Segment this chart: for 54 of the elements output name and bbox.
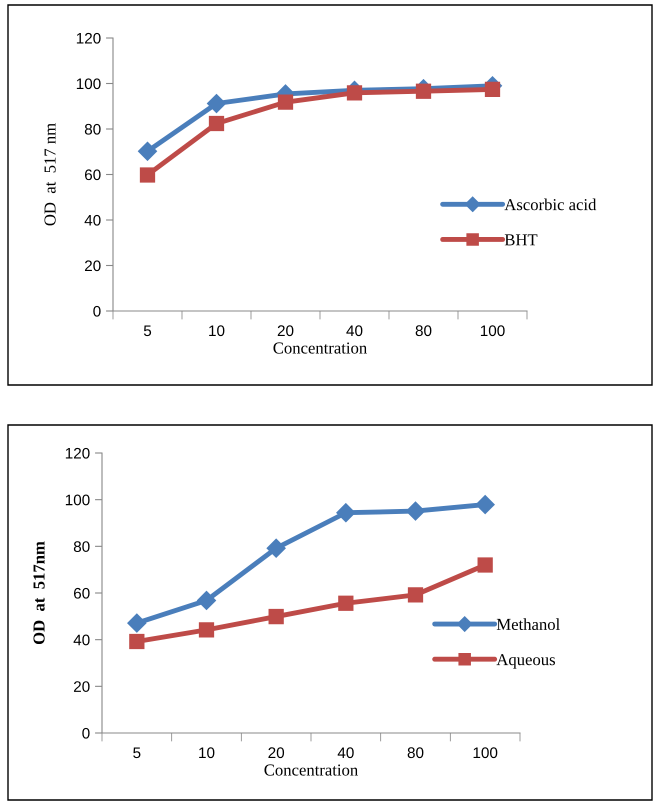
point [198,622,214,638]
y-axis-title: OD at 517 nm [44,123,56,226]
y-tick-label: 80 [74,541,90,552]
y-tick-label: 100 [76,78,101,90]
y-tick-label: 80 [84,124,101,135]
point [338,596,354,611]
x-tick-label: 20 [278,325,294,336]
legend-label: Ascorbic acid [504,198,596,210]
legend-label: Methanol [496,618,560,630]
y-tick-label: 120 [76,32,101,44]
y-tick-label: 0 [82,728,90,739]
point [208,116,224,132]
x-tick-label: 100 [480,325,505,336]
y-tick-label: 100 [66,494,90,506]
point [140,167,156,183]
x-tick-label: 10 [209,325,224,336]
point [278,94,294,110]
point [129,634,144,650]
point [406,502,426,521]
y-tick-label: 20 [74,681,90,692]
legend-label: BHT [504,234,538,246]
x-tick-label: 80 [416,325,432,336]
x-tick-label: 100 [474,747,498,758]
point [268,608,284,624]
point [127,614,146,633]
point [484,82,500,98]
y-axis-title: OD at 517nm [33,541,45,644]
point [138,142,158,161]
point [416,84,432,99]
x-tick-label: 40 [338,747,354,758]
x-tick-label: 10 [199,747,214,758]
x-axis-title: Concentration [273,342,367,354]
point [476,495,495,514]
legend-label: Aqueous [496,654,555,669]
x-tick-label: 20 [268,747,284,758]
point [336,503,356,522]
y-tick-label: 0 [93,306,101,317]
point [206,94,226,114]
y-tick-label: 40 [74,634,90,646]
point [196,590,216,610]
y-tick-label: 60 [74,588,90,599]
x-tick-label: 5 [144,325,152,336]
point [346,85,362,100]
y-tick-label: 120 [66,448,90,459]
y-tick-label: 20 [84,260,101,272]
point [266,538,286,558]
y-tick-label: 60 [84,169,101,180]
x-tick-label: 5 [133,747,140,758]
y-tick-label: 40 [84,214,101,226]
x-tick-label: 80 [408,747,424,758]
point [408,587,424,603]
x-axis-title: Concentration [264,764,358,776]
x-tick-label: 40 [346,325,362,336]
point [478,557,493,573]
